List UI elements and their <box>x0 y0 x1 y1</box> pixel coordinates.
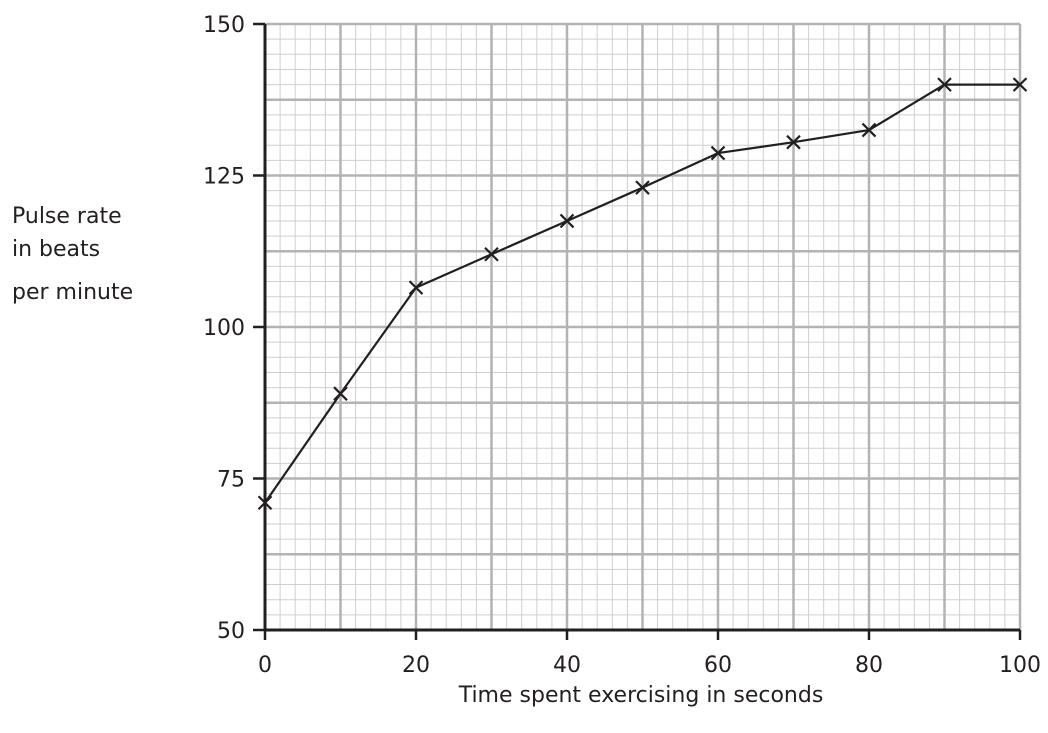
data-point-marker <box>635 180 650 195</box>
marker-stroke <box>1012 77 1028 92</box>
marker-stroke <box>786 134 801 150</box>
marker-stroke <box>484 247 499 262</box>
data-point-marker <box>408 280 424 295</box>
marker-stroke <box>937 77 952 92</box>
x-tick-label: 20 <box>402 653 430 678</box>
marker-stroke <box>333 386 348 401</box>
data-point-marker <box>333 386 348 401</box>
marker-stroke <box>635 180 650 195</box>
data-point-marker <box>559 213 575 229</box>
marker-stroke <box>257 495 273 511</box>
x-axis-title: Time spent exercising in seconds <box>458 683 824 708</box>
data-point-marker <box>484 247 499 262</box>
marker-stroke <box>559 213 575 229</box>
marker-stroke <box>861 122 877 138</box>
y-tick-label: 100 <box>203 316 245 341</box>
x-tick-label: 60 <box>704 653 732 678</box>
y-tick-label: 150 <box>203 13 245 38</box>
y-axis-ticks: 50 75 100 125 150 <box>203 13 265 644</box>
y-axis-title-line-1: Pulse rate <box>12 204 122 229</box>
x-tick-label: 80 <box>855 653 883 678</box>
data-point-marker <box>937 77 952 92</box>
y-axis-title-line-2: in beats <box>12 237 100 262</box>
data-point-marker <box>861 122 877 138</box>
series-pulse-rate <box>257 77 1028 511</box>
y-tick-label: 50 <box>217 619 245 644</box>
data-point-marker <box>710 145 726 161</box>
y-tick-label: 125 <box>203 165 245 190</box>
y-axis-title-line-3: per minute <box>12 280 133 305</box>
marker-stroke <box>710 145 726 161</box>
data-point-marker <box>257 495 273 511</box>
x-tick-label: 100 <box>999 653 1041 678</box>
x-tick-label: 0 <box>258 653 272 678</box>
data-point-marker <box>786 134 801 150</box>
data-point-marker <box>1012 77 1028 92</box>
marker-stroke <box>408 280 424 295</box>
x-axis-ticks: 0 20 40 60 80 100 <box>258 630 1041 678</box>
y-tick-label: 75 <box>217 468 245 493</box>
x-tick-label: 40 <box>553 653 581 678</box>
